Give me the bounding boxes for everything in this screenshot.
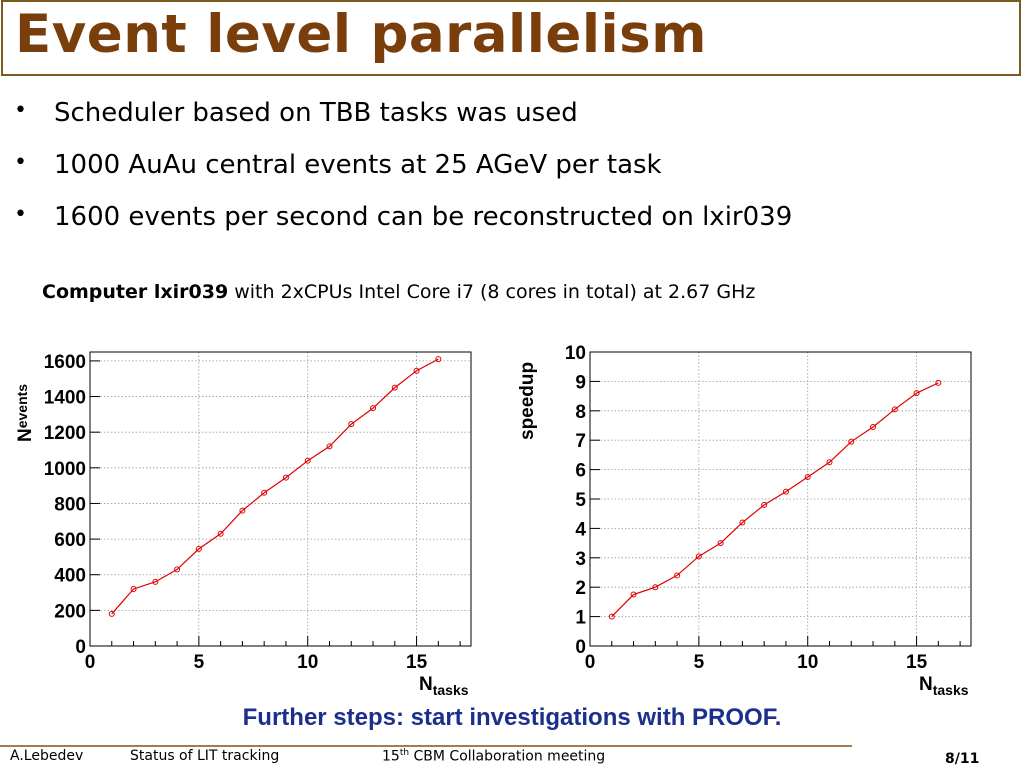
- y-tick-label: 8: [575, 402, 586, 423]
- data-point: [108, 610, 115, 617]
- further-steps-text: Further steps: start investigations with…: [242, 704, 782, 731]
- data-point: [435, 356, 442, 363]
- page-number: 8/11: [945, 751, 980, 767]
- data-point: [608, 613, 615, 620]
- data-point: [391, 384, 398, 391]
- data-point: [326, 443, 333, 450]
- data-point: [130, 585, 137, 592]
- y-tick-label: 0: [75, 637, 86, 658]
- bullet-text: 1000 AuAu central events at 25 AGeV per …: [54, 150, 662, 180]
- y-tick-label: 6: [575, 461, 586, 482]
- y-tick-label: 4: [575, 519, 586, 540]
- data-point: [652, 584, 659, 591]
- data-point: [848, 438, 855, 445]
- footer-meeting: 15th CBM Collaboration meeting: [382, 748, 605, 765]
- data-point: [717, 540, 724, 547]
- data-point: [935, 379, 942, 386]
- x-tick-label: 10: [797, 652, 818, 673]
- y-tick-label: 1000: [44, 459, 86, 480]
- data-point: [413, 367, 420, 374]
- x-axis-title-main: N: [919, 674, 933, 695]
- x-tick-label: 5: [694, 652, 705, 673]
- data-point: [282, 474, 289, 481]
- y-tick-label: 600: [54, 530, 86, 551]
- computer-spec: with 2xCPUs Intel Core i7 (8 cores in to…: [228, 281, 756, 303]
- x-tick-label: 15: [906, 652, 928, 673]
- footer-meeting-number: 15: [382, 748, 400, 765]
- plot-frame: [89, 351, 472, 647]
- y-axis-title: Nevents: [14, 384, 36, 442]
- y-axis-title-sub: events: [14, 384, 30, 429]
- data-point: [891, 406, 898, 413]
- data-point: [913, 390, 920, 397]
- y-tick-label: 9: [575, 372, 586, 393]
- data-point: [174, 566, 181, 573]
- y-tick-label: 7: [575, 431, 586, 452]
- data-point: [152, 578, 159, 585]
- footer-author: A.Lebedev: [10, 748, 84, 764]
- y-tick-label: 1400: [44, 388, 86, 409]
- y-tick-label: 1600: [44, 352, 86, 373]
- data-point: [870, 423, 877, 430]
- computer-name: Computer lxir039: [42, 281, 229, 303]
- data-point: [674, 572, 681, 579]
- footer-divider: [0, 745, 852, 747]
- data-point: [217, 530, 224, 537]
- y-tick-label: 10: [565, 343, 586, 364]
- data-point: [761, 501, 768, 508]
- footer-talk: Status of LIT tracking: [130, 748, 280, 764]
- x-tick-label: 0: [85, 652, 96, 673]
- y-tick-label: 800: [54, 494, 86, 515]
- x-tick-label: 0: [585, 652, 596, 673]
- bullet-icon: •: [14, 98, 27, 123]
- title-box: Event level parallelism: [1, 0, 1021, 76]
- bullet-icon: •: [14, 150, 27, 175]
- bullet-text: 1600 events per second can be reconstruc…: [54, 202, 793, 232]
- x-axis-title: Ntasks: [919, 674, 969, 698]
- data-point: [826, 459, 833, 466]
- x-axis-title-main: N: [419, 674, 433, 695]
- y-tick-label: 400: [54, 566, 86, 587]
- x-axis-title: Ntasks: [419, 674, 469, 698]
- data-point: [739, 519, 746, 526]
- series-line: [111, 358, 439, 615]
- y-tick-label: 5: [575, 490, 586, 511]
- y-tick-label: 0: [575, 637, 586, 658]
- series-line: [611, 382, 939, 618]
- data-point: [782, 488, 789, 495]
- data-point: [630, 591, 637, 598]
- y-tick-label: 1200: [44, 423, 86, 444]
- page-title: Event level parallelism: [15, 4, 707, 65]
- footer-meeting-sup: th: [399, 748, 410, 758]
- data-point: [261, 489, 268, 496]
- x-tick-label: 5: [194, 652, 205, 673]
- y-tick-label: 2: [575, 578, 586, 599]
- data-point: [304, 457, 311, 464]
- y-axis-title: speedup: [517, 362, 538, 440]
- x-axis-title-sub: tasks: [933, 682, 969, 698]
- data-point: [195, 545, 202, 552]
- computer-caption: Computer lxir039 with 2xCPUs Intel Core …: [42, 281, 755, 303]
- bullet-icon: •: [14, 202, 27, 227]
- data-point: [239, 507, 246, 514]
- x-tick-label: 10: [297, 652, 318, 673]
- data-point: [370, 405, 377, 412]
- y-tick-label: 3: [575, 549, 586, 570]
- data-point: [695, 553, 702, 560]
- x-tick-label: 15: [406, 652, 428, 673]
- data-point: [348, 421, 355, 428]
- plot-area: [90, 352, 471, 646]
- y-axis-title-main: N: [15, 428, 36, 442]
- x-axis-title-sub: tasks: [433, 682, 469, 698]
- y-tick-label: 1: [575, 608, 586, 629]
- footer-meeting-name: CBM Collaboration meeting: [409, 748, 606, 765]
- y-tick-label: 200: [54, 601, 86, 622]
- bullet-text: Scheduler based on TBB tasks was used: [54, 98, 578, 128]
- data-point: [804, 473, 811, 480]
